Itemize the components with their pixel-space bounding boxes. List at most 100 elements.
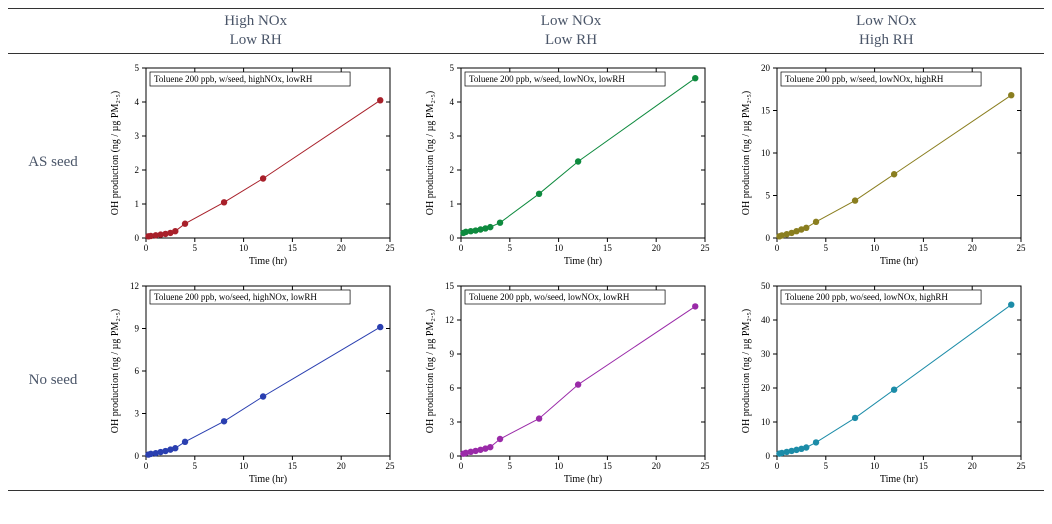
data-point: [1008, 301, 1014, 307]
svg-text:OH production (ng / µg PM₂.₅): OH production (ng / µg PM₂.₅): [425, 308, 436, 432]
data-point: [536, 415, 542, 421]
data-point: [536, 190, 542, 196]
svg-text:5: 5: [823, 243, 828, 253]
svg-text:OH production (ng / µg PM₂.₅): OH production (ng / µg PM₂.₅): [110, 90, 121, 214]
svg-text:0: 0: [450, 233, 455, 243]
chart-title: Toluene 200 ppb, wo/seed, highNOx, lowRH: [154, 292, 317, 302]
col-header-1-line2: Low RH: [545, 32, 597, 48]
svg-text:20: 20: [337, 243, 347, 253]
chart-r1c2: 051015202501020304050Time (hr)OH product…: [735, 276, 1031, 486]
svg-text:0: 0: [135, 233, 140, 243]
svg-text:5: 5: [450, 63, 455, 73]
chart-title: Toluene 200 ppb, w/seed, lowNOx, highRH: [785, 74, 944, 84]
data-point: [692, 303, 698, 309]
chart-cell-r1c2: 051015202501020304050Time (hr)OH product…: [729, 272, 1044, 490]
chart-title: Toluene 200 ppb, w/seed, highNOx, lowRH: [154, 74, 313, 84]
svg-text:3: 3: [450, 131, 455, 141]
svg-text:15: 15: [919, 243, 929, 253]
data-point: [497, 435, 503, 441]
svg-text:0: 0: [774, 461, 779, 471]
svg-text:Time (hr): Time (hr): [249, 256, 287, 267]
col-header-0-line1: High NOx: [224, 13, 287, 29]
svg-text:10: 10: [761, 417, 771, 427]
chart-cell-r0c2: 051015202505101520Time (hr)OH production…: [729, 54, 1044, 272]
svg-text:15: 15: [603, 243, 613, 253]
blank-cell: [8, 9, 98, 54]
data-point: [377, 323, 383, 329]
svg-text:25: 25: [701, 243, 711, 253]
chart-r0c0: 0510152025012345Time (hr)OH production (…: [104, 58, 400, 268]
svg-text:1: 1: [135, 199, 140, 209]
svg-text:6: 6: [450, 383, 455, 393]
svg-text:0: 0: [144, 461, 149, 471]
data-point: [1008, 92, 1014, 98]
svg-text:Time (hr): Time (hr): [880, 256, 918, 267]
chart-title: Toluene 200 ppb, wo/seed, lowNOx, lowRH: [469, 292, 630, 302]
svg-text:40: 40: [761, 315, 771, 325]
col-header-0: High NOx Low RH: [98, 9, 413, 54]
svg-text:0: 0: [135, 451, 140, 461]
svg-text:5: 5: [823, 461, 828, 471]
svg-text:0: 0: [450, 451, 455, 461]
svg-text:15: 15: [288, 243, 298, 253]
svg-text:OH production (ng / µg PM₂.₅): OH production (ng / µg PM₂.₅): [425, 90, 436, 214]
data-point: [182, 220, 188, 226]
data-point: [497, 219, 503, 225]
data-point: [487, 223, 493, 229]
chart-cell-r1c0: 0510152025036912Time (hr)OH production (…: [98, 272, 413, 490]
col-header-2-line1: Low NOx: [856, 13, 916, 29]
svg-text:10: 10: [761, 148, 771, 158]
svg-text:Time (hr): Time (hr): [880, 474, 918, 485]
svg-text:5: 5: [508, 461, 513, 471]
svg-text:Time (hr): Time (hr): [564, 474, 602, 485]
svg-text:15: 15: [761, 105, 771, 115]
svg-text:1: 1: [450, 199, 455, 209]
svg-text:10: 10: [870, 461, 880, 471]
svg-text:5: 5: [765, 190, 770, 200]
data-point: [692, 75, 698, 81]
svg-text:25: 25: [701, 461, 711, 471]
svg-text:25: 25: [386, 243, 396, 253]
svg-text:OH production (ng / µg PM₂.₅): OH production (ng / µg PM₂.₅): [110, 308, 121, 432]
svg-text:20: 20: [761, 63, 771, 73]
data-point: [182, 438, 188, 444]
svg-text:25: 25: [1016, 461, 1026, 471]
svg-text:25: 25: [386, 461, 396, 471]
svg-text:10: 10: [554, 243, 564, 253]
data-point: [575, 381, 581, 387]
chart-r0c1: 0510152025012345Time (hr)OH production (…: [419, 58, 715, 268]
svg-text:50: 50: [761, 281, 771, 291]
chart-title: Toluene 200 ppb, wo/seed, lowNOx, highRH: [785, 292, 948, 302]
chart-grid: High NOx Low RH Low NOx Low RH Low NOx H…: [8, 8, 1044, 491]
data-point: [891, 386, 897, 392]
svg-text:3: 3: [135, 408, 140, 418]
svg-text:20: 20: [967, 243, 977, 253]
svg-text:20: 20: [337, 461, 347, 471]
svg-text:Time (hr): Time (hr): [249, 474, 287, 485]
svg-text:20: 20: [652, 461, 662, 471]
chart-title: Toluene 200 ppb, w/seed, lowNOx, lowRH: [469, 74, 625, 84]
col-header-2-line2: High RH: [859, 32, 914, 48]
col-header-1: Low NOx Low RH: [413, 9, 728, 54]
chart-cell-r0c1: 0510152025012345Time (hr)OH production (…: [413, 54, 728, 272]
svg-text:10: 10: [554, 461, 564, 471]
svg-text:15: 15: [919, 461, 929, 471]
svg-text:0: 0: [459, 243, 464, 253]
svg-text:OH production (ng / µg PM₂.₅): OH production (ng / µg PM₂.₅): [741, 90, 752, 214]
svg-text:5: 5: [193, 243, 198, 253]
data-point: [221, 199, 227, 205]
svg-text:3: 3: [450, 417, 455, 427]
data-point: [172, 445, 178, 451]
chart-r1c1: 051015202503691215Time (hr)OH production…: [419, 276, 715, 486]
data-point: [852, 197, 858, 203]
data-point: [803, 224, 809, 230]
svg-text:3: 3: [135, 131, 140, 141]
chart-r0c2: 051015202505101520Time (hr)OH production…: [735, 58, 1031, 268]
svg-text:10: 10: [239, 243, 249, 253]
data-point: [812, 218, 818, 224]
svg-text:20: 20: [761, 383, 771, 393]
data-point: [852, 414, 858, 420]
row-header-1: No seed: [8, 272, 98, 490]
svg-text:9: 9: [450, 349, 455, 359]
row-header-0: AS seed: [8, 54, 98, 272]
